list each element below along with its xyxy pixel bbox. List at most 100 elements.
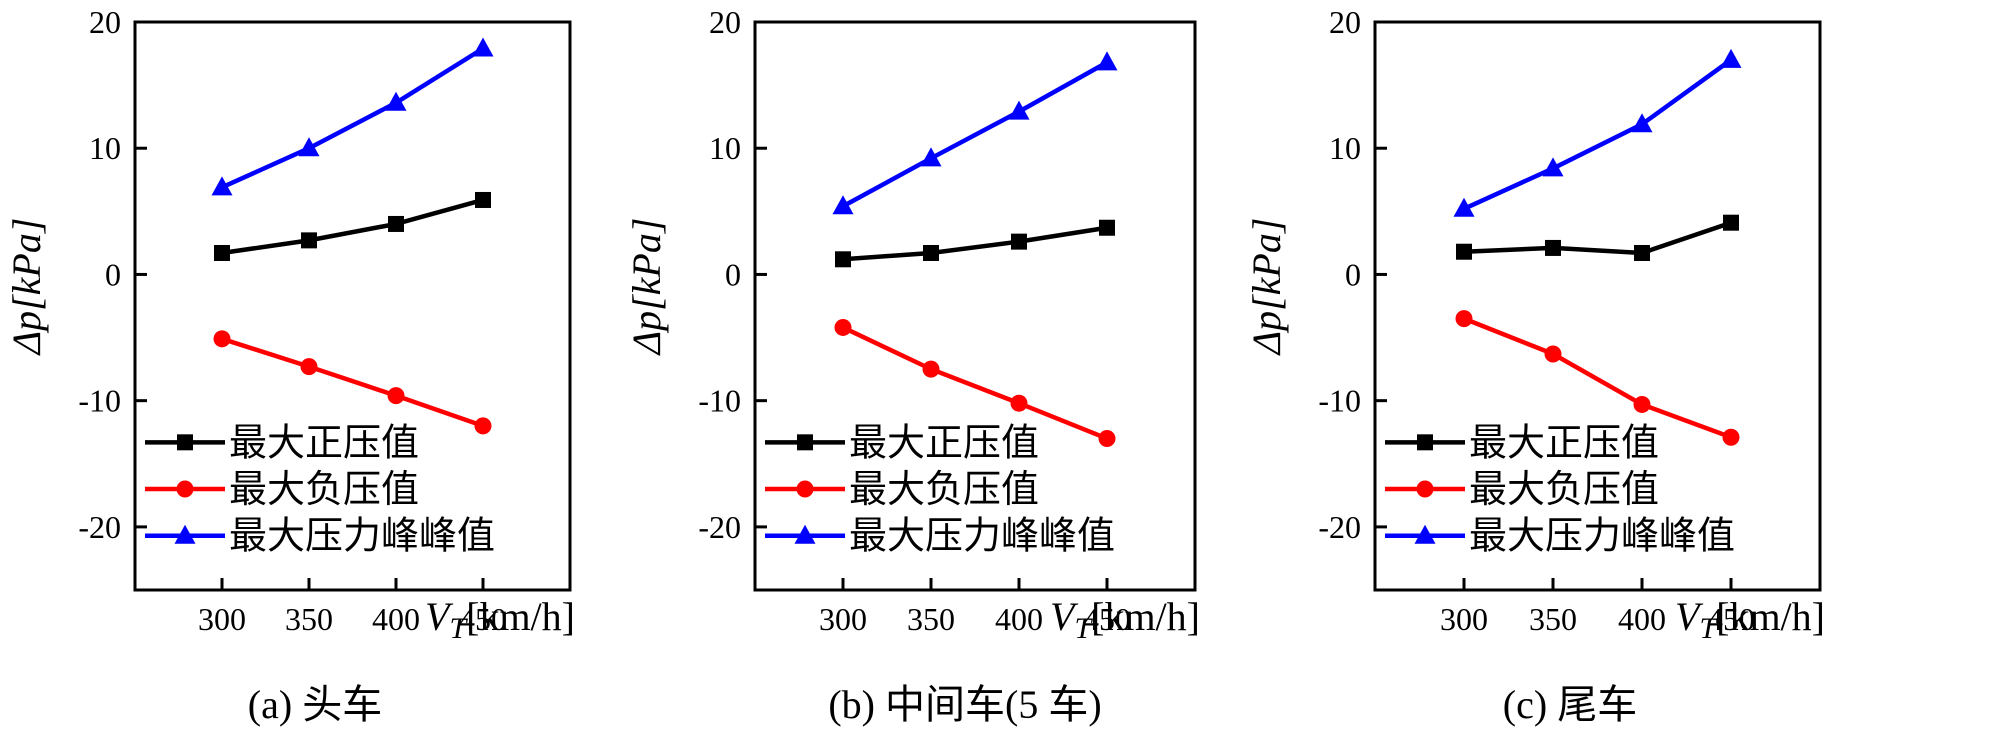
y-axis-label: Δp[kPa] — [1244, 218, 1289, 357]
data-point — [213, 330, 231, 348]
data-point — [832, 195, 854, 215]
data-point — [920, 147, 942, 167]
chart-panel-3: 20 10 0 -10 -20 300 350 400 450 Δp[kPa] VT[km/h] 最大… — [1244, 4, 1825, 727]
legend-marker — [174, 524, 196, 544]
data-point — [300, 358, 318, 376]
y-axis-label: Δp[kPa] — [624, 218, 669, 357]
data-point — [301, 232, 317, 249]
x-tick-label: 450 — [1707, 601, 1755, 637]
data-point — [835, 251, 851, 268]
data-point — [1545, 239, 1561, 256]
series-line — [1463, 58, 1733, 211]
data-point — [1631, 113, 1653, 133]
x-tick-label: 350 — [285, 601, 333, 637]
x-tick-label: 400 — [1618, 601, 1666, 637]
y-tick-label: -10 — [78, 383, 121, 419]
data-point — [214, 244, 230, 261]
y-tick-label: 0 — [1345, 256, 1361, 292]
y-tick-label: -20 — [1318, 509, 1361, 545]
data-point — [211, 176, 233, 196]
data-point — [1008, 100, 1030, 120]
x-tick-label: 400 — [372, 601, 420, 637]
x-axis-label-var: V — [1050, 594, 1079, 639]
series-3 — [211, 37, 494, 196]
legend-marker — [177, 434, 193, 451]
data-point — [1453, 197, 1475, 217]
data-point — [387, 387, 405, 405]
x-tick-label: 350 — [1529, 601, 1577, 637]
x-tick-label: 350 — [907, 601, 955, 637]
legend-marker — [1417, 434, 1433, 451]
x-tick-label: 300 — [198, 601, 246, 637]
legend-label: 最大压力峰峰值 — [229, 514, 495, 558]
x-axis-label-var: V — [425, 594, 454, 639]
x-axis-label: VT[km/h] — [425, 594, 575, 645]
data-point — [1098, 430, 1116, 448]
x-axis-label-unit: [km/h] — [1716, 594, 1825, 639]
series-1 — [835, 219, 1115, 268]
data-point — [1096, 51, 1118, 71]
data-point — [472, 37, 494, 57]
series-line — [1463, 220, 1732, 256]
legend-marker — [1416, 480, 1434, 498]
legend-label: 最大负压值 — [1469, 467, 1659, 511]
series-line — [1463, 316, 1732, 440]
series-line — [842, 325, 1108, 441]
data-point — [922, 360, 940, 378]
series-line — [221, 46, 485, 190]
x-axis-label-sub: T — [1699, 612, 1718, 645]
legend-marker — [794, 524, 816, 544]
plot-frame — [1373, 20, 1822, 592]
series-3 — [832, 51, 1118, 215]
data-point — [1720, 48, 1742, 68]
data-point — [1099, 219, 1115, 236]
legend-label: 最大负压值 — [229, 467, 419, 511]
y-tick-label: 10 — [709, 130, 741, 166]
x-tick-label: 400 — [995, 601, 1043, 637]
y-tick-label: 20 — [89, 4, 121, 40]
data-point — [475, 191, 491, 208]
chart-panel-2: 20 10 0 -10 -20 300 350 400 450 Δp[kPa] VT[km/h] 最大… — [624, 4, 1200, 727]
y-tick-label: -20 — [698, 509, 741, 545]
y-tick-label: 20 — [1329, 4, 1361, 40]
y-tick-label: 10 — [1329, 130, 1361, 166]
legend-label: 最大正压值 — [229, 420, 419, 464]
y-tick-label: -10 — [698, 383, 741, 419]
x-tick-label: 450 — [1083, 601, 1131, 637]
y-axis-label: Δp[kPa] — [4, 218, 49, 357]
x-axis-label-unit: [km/h] — [466, 594, 575, 639]
data-point — [923, 244, 939, 261]
series-line — [221, 336, 484, 429]
data-point — [1010, 394, 1028, 412]
data-point — [1633, 395, 1651, 413]
panel-caption: (b) 中间车(5 车) — [828, 682, 1101, 727]
x-tick-label: 300 — [819, 601, 867, 637]
y-tick-label: -20 — [78, 509, 121, 545]
data-point — [474, 417, 492, 435]
data-point — [388, 215, 404, 232]
legend-label: 最大压力峰峰值 — [1469, 514, 1735, 558]
legend-label: 最大压力峰峰值 — [849, 514, 1115, 558]
x-axis-label-unit: [km/h] — [1091, 594, 1200, 639]
legend-label: 最大正压值 — [849, 420, 1039, 464]
y-tick-label: 10 — [89, 130, 121, 166]
legend-marker — [796, 480, 814, 498]
x-axis-label: VT[km/h] — [1050, 594, 1200, 645]
data-point — [834, 318, 852, 336]
series-3 — [1453, 48, 1742, 217]
x-axis-label-sub: T — [449, 612, 468, 645]
data-point — [1722, 428, 1740, 446]
chart-panel-1: 20 10 0 -10 -20 300 350 400 450 Δp[kPa] VT[km/h] 最大… — [4, 4, 575, 727]
legend-label: 最大负压值 — [849, 467, 1039, 511]
data-point — [1455, 310, 1473, 328]
panel-caption: (a) 头车 — [248, 682, 382, 727]
series-1 — [1456, 214, 1739, 261]
x-tick-label: 450 — [459, 601, 507, 637]
legend-marker — [176, 480, 194, 498]
data-point — [1634, 244, 1650, 261]
x-axis-label: VT[km/h] — [1675, 594, 1825, 645]
